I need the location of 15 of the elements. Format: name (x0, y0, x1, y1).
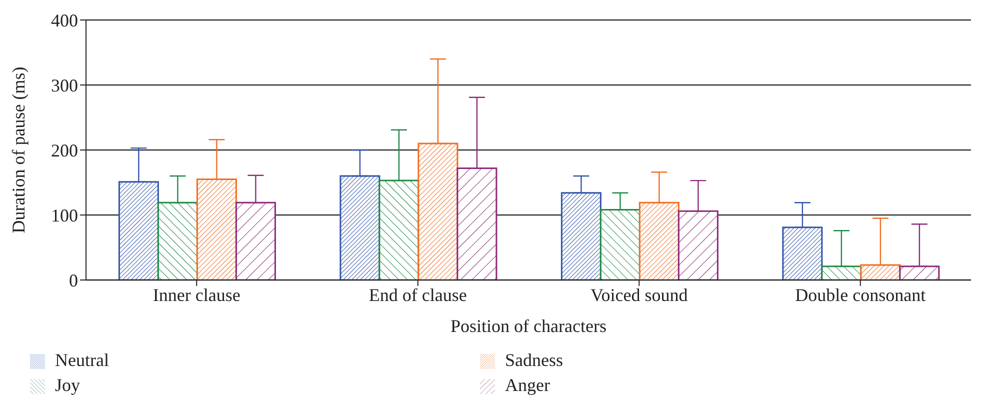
x-tick-label: Inner clause (152, 284, 240, 305)
legend-label: Joy (55, 375, 80, 395)
x-tick-label: End of clause (368, 284, 467, 305)
x-axis-title: Position of characters (450, 316, 606, 336)
legend-label: Sadness (505, 350, 563, 370)
y-tick-label: 300 (51, 75, 78, 96)
y-axis-title: Duration of pause (ms) (8, 66, 28, 234)
y-tick-label: 100 (51, 205, 78, 226)
legend-label: Neutral (55, 350, 109, 370)
legend-label: Anger (505, 375, 550, 395)
x-tick-label: Voiced sound (590, 284, 688, 305)
x-tick-label: Double consonant (795, 284, 926, 305)
y-tick-label: 200 (51, 140, 78, 160)
y-tick-label: 400 (51, 10, 78, 30)
y-tick-label: 0 (69, 270, 78, 290)
